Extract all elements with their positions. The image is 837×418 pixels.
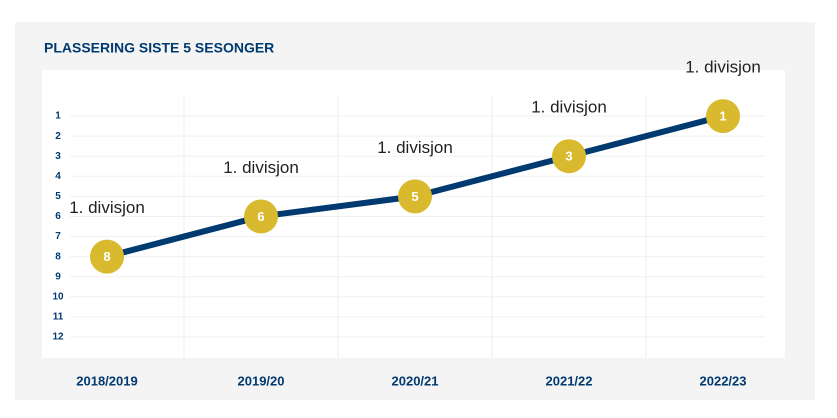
y-tick-label: 7: [55, 231, 61, 242]
point: [552, 139, 586, 174]
y-tick-label: 11: [53, 311, 64, 322]
point-label: 5: [411, 189, 418, 204]
annotation: 1. divisjon: [685, 58, 761, 77]
point-label: 3: [565, 149, 572, 164]
point-label: 8: [103, 249, 110, 264]
y-tick-label: 2: [55, 131, 61, 142]
chart-title: PLASSERING SISTE 5 SESONGER: [44, 40, 274, 56]
point: [90, 239, 124, 274]
y-tick-label: 9: [55, 271, 61, 282]
point: [398, 179, 432, 214]
x-tick-label: 2022/23: [700, 373, 747, 388]
annotation: 1. divisjon: [377, 138, 453, 157]
y-tick-label: 5: [55, 191, 61, 202]
y-tick-label: 1: [55, 111, 61, 122]
point-label: 6: [257, 209, 264, 224]
y-tick-label: 4: [55, 171, 61, 182]
point-label: 1: [719, 109, 726, 124]
y-tick-label: 8: [55, 251, 61, 262]
y-tick-label: 3: [55, 151, 61, 162]
annotation: 1. divisjon: [531, 98, 607, 117]
annotation: 1. divisjon: [69, 198, 145, 217]
point: [706, 99, 740, 134]
y-tick-label: 10: [52, 291, 64, 302]
x-tick-label: 2021/22: [546, 373, 593, 388]
y-tick-label: 12: [52, 332, 64, 343]
plot-area: [42, 70, 785, 358]
x-tick-label: 2018/2019: [76, 373, 137, 388]
x-tick-label: 2019/20: [238, 373, 285, 388]
point: [244, 199, 278, 234]
y-tick-label: 6: [55, 211, 61, 222]
annotation: 1. divisjon: [223, 158, 299, 177]
x-tick-label: 2020/21: [392, 373, 439, 388]
